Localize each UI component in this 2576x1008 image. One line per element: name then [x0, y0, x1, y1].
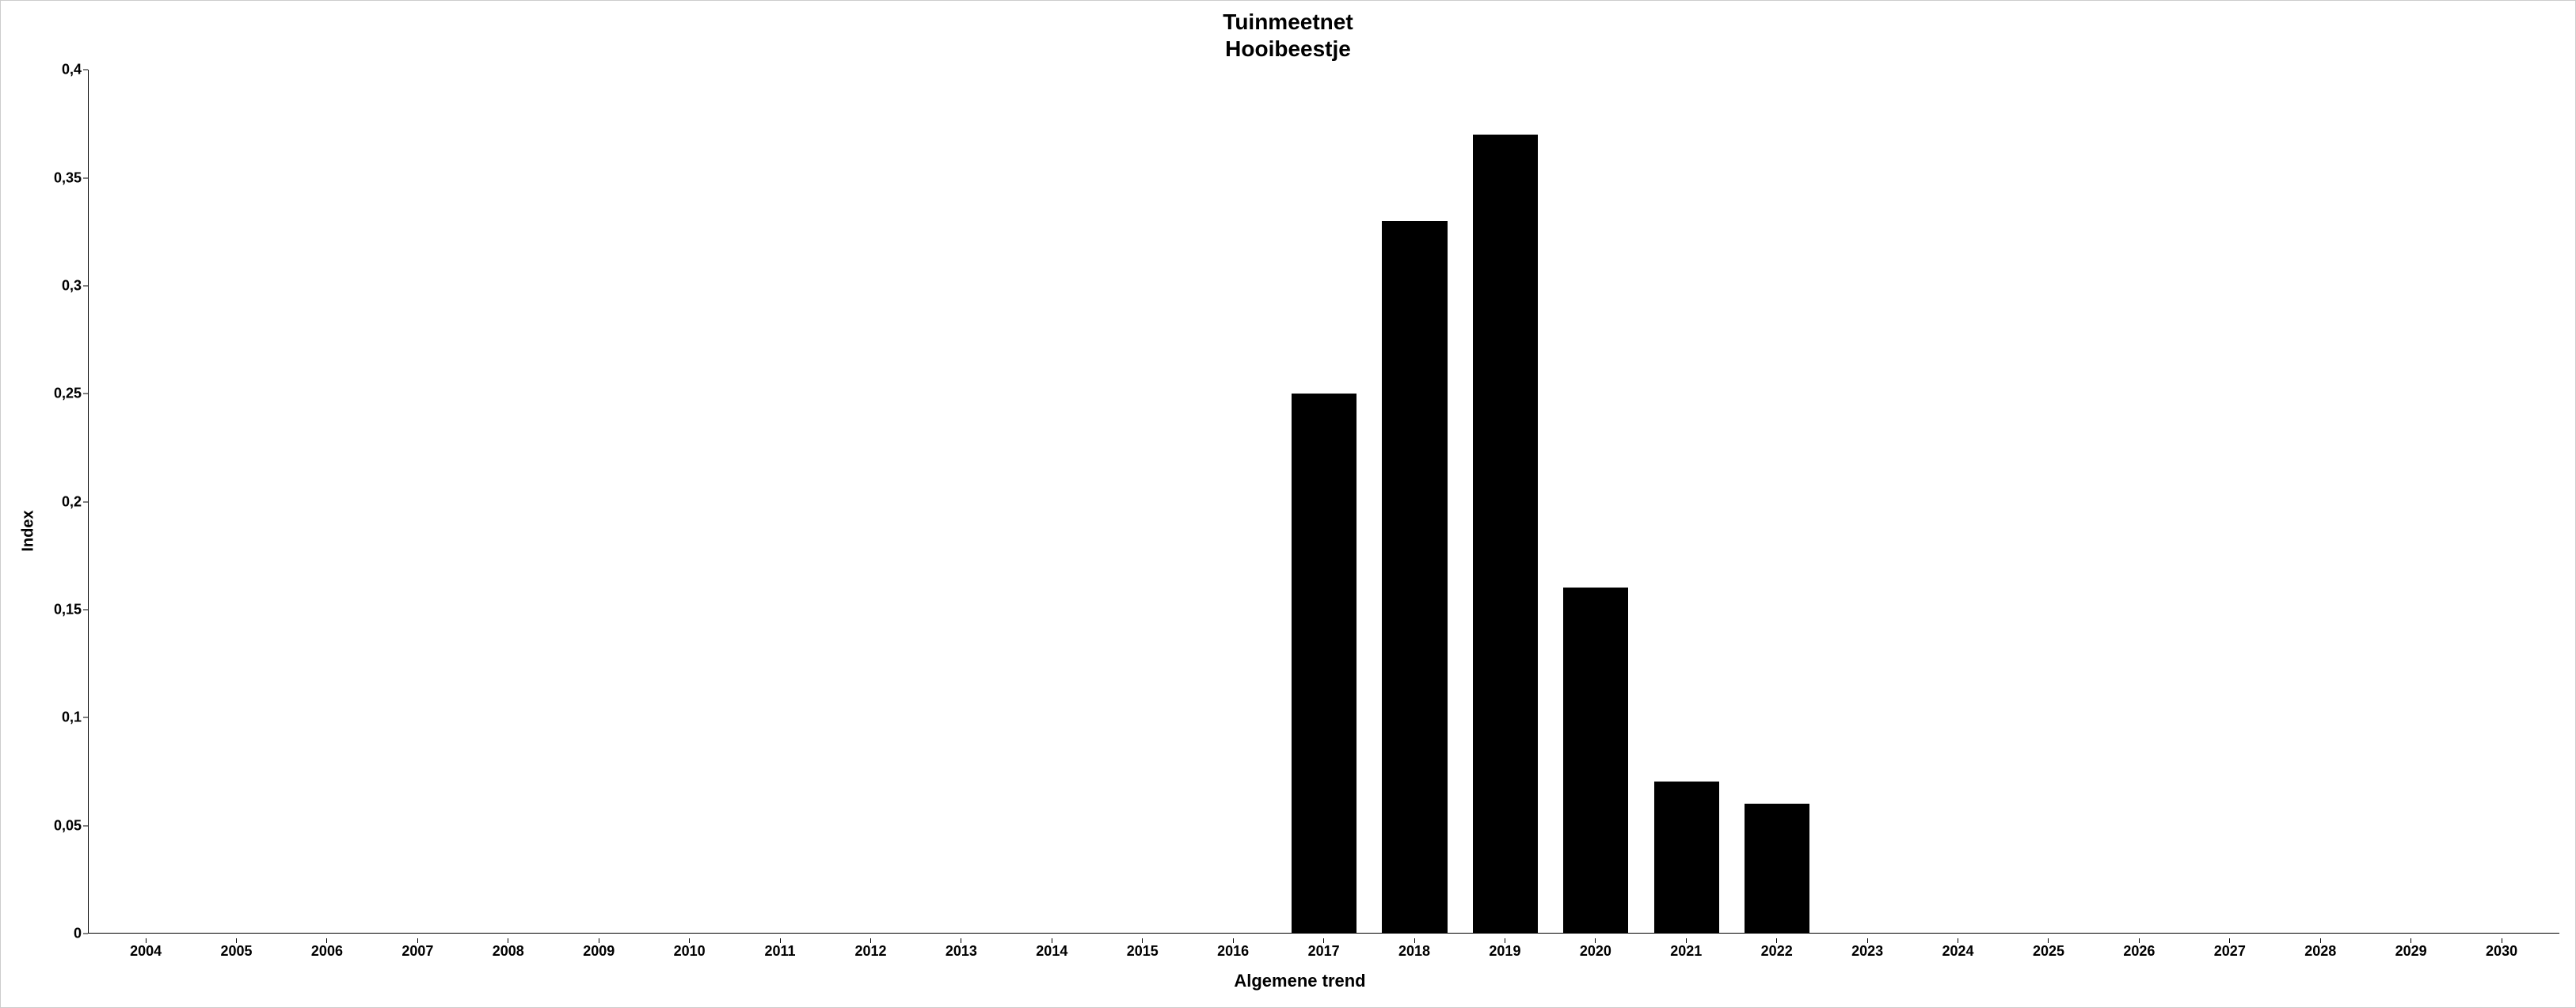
bar-slot: [2185, 70, 2275, 933]
x-tick-label: 2016: [1188, 934, 1278, 960]
bar-slot: [645, 70, 735, 933]
x-tick-label: 2020: [1551, 934, 1641, 960]
y-tick-label: 0,2: [62, 493, 82, 510]
bar-slot: [1098, 70, 1188, 933]
x-tick-label: 2023: [1822, 934, 1912, 960]
chart-container: Tuinmeetnet Hooibeestje Index 0 0,05 0,1 0,…: [0, 0, 2576, 1008]
x-tick-label: 2011: [735, 934, 825, 960]
bars-group: [89, 70, 2559, 933]
bar-slot: [1913, 70, 2003, 933]
bar-slot: [826, 70, 916, 933]
x-tick-label: 2018: [1369, 934, 1459, 960]
bar-slot: [916, 70, 1006, 933]
y-tick-label: 0,05: [54, 817, 82, 834]
x-tick-label: 2009: [554, 934, 644, 960]
x-tick-label: 2022: [1731, 934, 1821, 960]
x-tick-label: 2005: [191, 934, 281, 960]
bar-slot: [101, 70, 192, 933]
bar-slot: [1369, 70, 1459, 933]
x-tick-label: 2019: [1459, 934, 1550, 960]
plot-area: [88, 70, 2559, 934]
y-tick-label: 0,15: [54, 601, 82, 618]
bar: [1473, 135, 1538, 933]
x-tick-label: 2024: [1912, 934, 2003, 960]
x-tick-label: 2006: [282, 934, 372, 960]
bar-slot: [192, 70, 282, 933]
y-tick-label: 0,3: [62, 277, 82, 294]
bar-slot: [1732, 70, 1822, 933]
y-tick-label: 0,25: [54, 386, 82, 402]
bar-slot: [735, 70, 825, 933]
bar: [1563, 588, 1628, 933]
x-tick-label: 2004: [101, 934, 191, 960]
bar-slot: [2095, 70, 2185, 933]
x-tick-label: 2007: [372, 934, 462, 960]
chart-title-line2: Hooibeestje: [1225, 36, 1351, 61]
bar-slot: [463, 70, 554, 933]
bar: [1654, 782, 1719, 933]
y-tick-label: 0,4: [62, 62, 82, 78]
bar-slot: [1007, 70, 1098, 933]
chart-title: Tuinmeetnet Hooibeestje: [17, 9, 2559, 62]
bar: [1292, 394, 1356, 933]
plot-column: 00,050,10,150,20,250,30,350,4 2004200520…: [40, 70, 2559, 991]
bar-slot: [2275, 70, 2365, 933]
bar-slot: [1822, 70, 1912, 933]
bar: [1745, 804, 1809, 933]
bar-slot: [282, 70, 372, 933]
x-tick-label: 2025: [2003, 934, 2094, 960]
x-tick-label: 2015: [1098, 934, 1188, 960]
bar-slot: [2366, 70, 2456, 933]
bar-slot: [1460, 70, 1551, 933]
x-tick-label: 2026: [2094, 934, 2184, 960]
x-tick-label: 2013: [916, 934, 1006, 960]
plot-row: 00,050,10,150,20,250,30,350,4: [40, 70, 2559, 934]
bar-slot: [1279, 70, 1369, 933]
x-tick-label: 2008: [463, 934, 554, 960]
bar-slot: [554, 70, 645, 933]
bar-slot: [1551, 70, 1641, 933]
x-tick-label: 2010: [644, 934, 734, 960]
x-tick-label: 2030: [2456, 934, 2547, 960]
y-axis-label: Index: [20, 510, 38, 551]
y-axis-label-wrap: Index: [17, 70, 40, 991]
bar-slot: [1642, 70, 1732, 933]
x-tick-label: 2028: [2275, 934, 2365, 960]
x-tick-label: 2027: [2185, 934, 2275, 960]
x-tick-label: 2014: [1006, 934, 1097, 960]
y-tick-label: 0,35: [54, 169, 82, 186]
y-tick-label: 0,1: [62, 709, 82, 726]
bar-slot: [2003, 70, 2094, 933]
y-tick-label: 0: [74, 926, 82, 942]
x-tick-label: 2021: [1641, 934, 1731, 960]
x-tick-label: 2029: [2365, 934, 2456, 960]
bar: [1382, 221, 1447, 933]
chart-body: Index 00,050,10,150,20,250,30,350,4 2004…: [17, 70, 2559, 991]
x-ticks-row: 2004200520062007200820092010201120122013…: [40, 934, 2559, 960]
bar-slot: [373, 70, 463, 933]
x-tick-label: 2012: [825, 934, 915, 960]
x-axis-label: Algemene trend: [40, 971, 2559, 991]
x-tick-label: 2017: [1278, 934, 1368, 960]
y-axis-ticks: 00,050,10,150,20,250,30,350,4: [40, 70, 88, 934]
x-axis-ticks: 2004200520062007200820092010201120122013…: [88, 934, 2559, 960]
bar-slot: [2456, 70, 2547, 933]
bar-slot: [1188, 70, 1278, 933]
chart-title-line1: Tuinmeetnet: [1223, 10, 1353, 34]
